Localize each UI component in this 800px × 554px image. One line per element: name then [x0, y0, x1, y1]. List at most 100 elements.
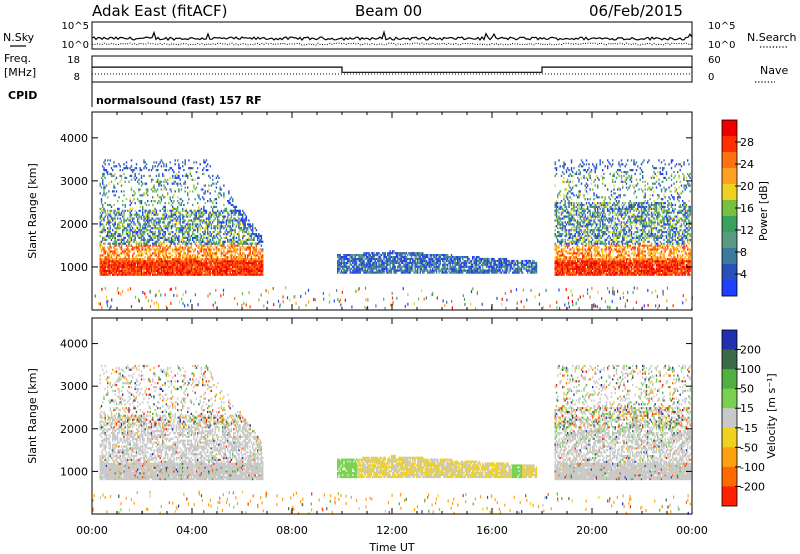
- range-cell: [187, 238, 189, 241]
- range-cell: [235, 236, 238, 239]
- range-cell: [164, 252, 166, 255]
- range-cell: [159, 267, 161, 270]
- range-cell: [562, 269, 564, 272]
- range-cell: [183, 265, 185, 269]
- range-cell: [257, 267, 259, 270]
- range-cell: [558, 192, 560, 195]
- range-cell: [155, 161, 158, 164]
- range-cell: [168, 202, 170, 205]
- range-cell: [390, 261, 393, 264]
- range-cell: [140, 238, 143, 241]
- range-cell: [493, 265, 495, 268]
- range-cell: [512, 261, 514, 264]
- range-cell: [152, 227, 154, 230]
- range-cell: [557, 240, 559, 243]
- range-cell: [485, 271, 488, 274]
- range-cell: [138, 234, 140, 238]
- range-cell: [410, 254, 413, 257]
- range-cell: [502, 263, 504, 266]
- range-cell: [198, 262, 200, 265]
- range-cell: [200, 267, 203, 270]
- range-cell: [192, 258, 194, 261]
- range-cell: [229, 258, 231, 261]
- range-cell: [155, 169, 158, 172]
- range-cell: [239, 223, 241, 226]
- range-cell: [100, 231, 103, 234]
- range-cell: [230, 273, 233, 276]
- range-cell: [137, 269, 139, 272]
- range-cell: [139, 227, 141, 230]
- range-cell: [477, 271, 479, 274]
- range-cell: [183, 248, 185, 251]
- noise-right-tick-bottom: 10^0: [708, 40, 735, 51]
- range-cell: [172, 213, 174, 216]
- range-cell: [489, 265, 491, 268]
- range-cell: [132, 246, 134, 249]
- range-cell: [162, 194, 164, 197]
- range-cell: [119, 271, 121, 274]
- range-cell: [207, 240, 209, 243]
- range-cell: [195, 238, 198, 241]
- range-cell: [102, 267, 104, 270]
- range-cell: [184, 174, 186, 177]
- range-cell: [135, 242, 138, 245]
- range-cell: [568, 256, 570, 259]
- range-cell: [379, 256, 381, 259]
- range-cell: [169, 242, 171, 245]
- range-cell: [234, 205, 236, 208]
- range-cell: [557, 256, 559, 259]
- range-cell: [165, 213, 168, 216]
- range-cell: [190, 244, 193, 247]
- range-cell: [175, 271, 178, 274]
- range-cell: [488, 269, 490, 272]
- range-cell: [568, 262, 570, 265]
- range-cell: [185, 211, 188, 214]
- range-cell: [223, 236, 225, 239]
- range-cell: [124, 273, 126, 276]
- range-cell: [559, 250, 561, 253]
- range-cell: [425, 267, 428, 270]
- range-cell: [99, 221, 101, 224]
- range-cell: [213, 271, 215, 274]
- range-cell: [460, 263, 463, 266]
- range-cell: [475, 269, 478, 272]
- range-cell: [100, 265, 103, 269]
- range-cell: [117, 262, 119, 265]
- range-cell: [395, 261, 398, 264]
- range-cell: [187, 250, 189, 253]
- range-cell: [208, 242, 210, 245]
- range-cell: [242, 269, 244, 272]
- range-cell: [125, 267, 128, 270]
- range-cell: [400, 269, 403, 272]
- range-cell: [170, 258, 173, 261]
- range-cell: [405, 263, 408, 266]
- range-cell: [159, 233, 161, 236]
- range-cell: [223, 194, 225, 197]
- range-cell: [227, 217, 229, 220]
- range-cell: [192, 254, 194, 257]
- range-cell: [194, 254, 196, 257]
- range-cell: [133, 198, 135, 201]
- range-cell: [568, 267, 570, 270]
- range-cell: [259, 258, 261, 261]
- range-cell: [233, 246, 235, 249]
- range-cell: [99, 254, 101, 257]
- range-cell: [102, 273, 104, 276]
- range-cell: [490, 261, 493, 264]
- range-cell: [153, 233, 155, 236]
- range-cell: [230, 231, 233, 234]
- range-cell: [222, 273, 224, 276]
- range-cell: [170, 265, 173, 269]
- range-cell: [208, 213, 210, 216]
- range-cell: [209, 221, 211, 224]
- range-cell: [203, 262, 205, 265]
- range-cell: [222, 271, 224, 274]
- range-cell: [104, 250, 106, 253]
- range-cell: [115, 244, 118, 247]
- range-cell: [250, 267, 253, 270]
- range-cell: [490, 265, 493, 268]
- range-cell: [115, 252, 118, 255]
- range-cell: [137, 234, 139, 238]
- range-cell: [163, 209, 165, 212]
- range-cell: [220, 254, 223, 257]
